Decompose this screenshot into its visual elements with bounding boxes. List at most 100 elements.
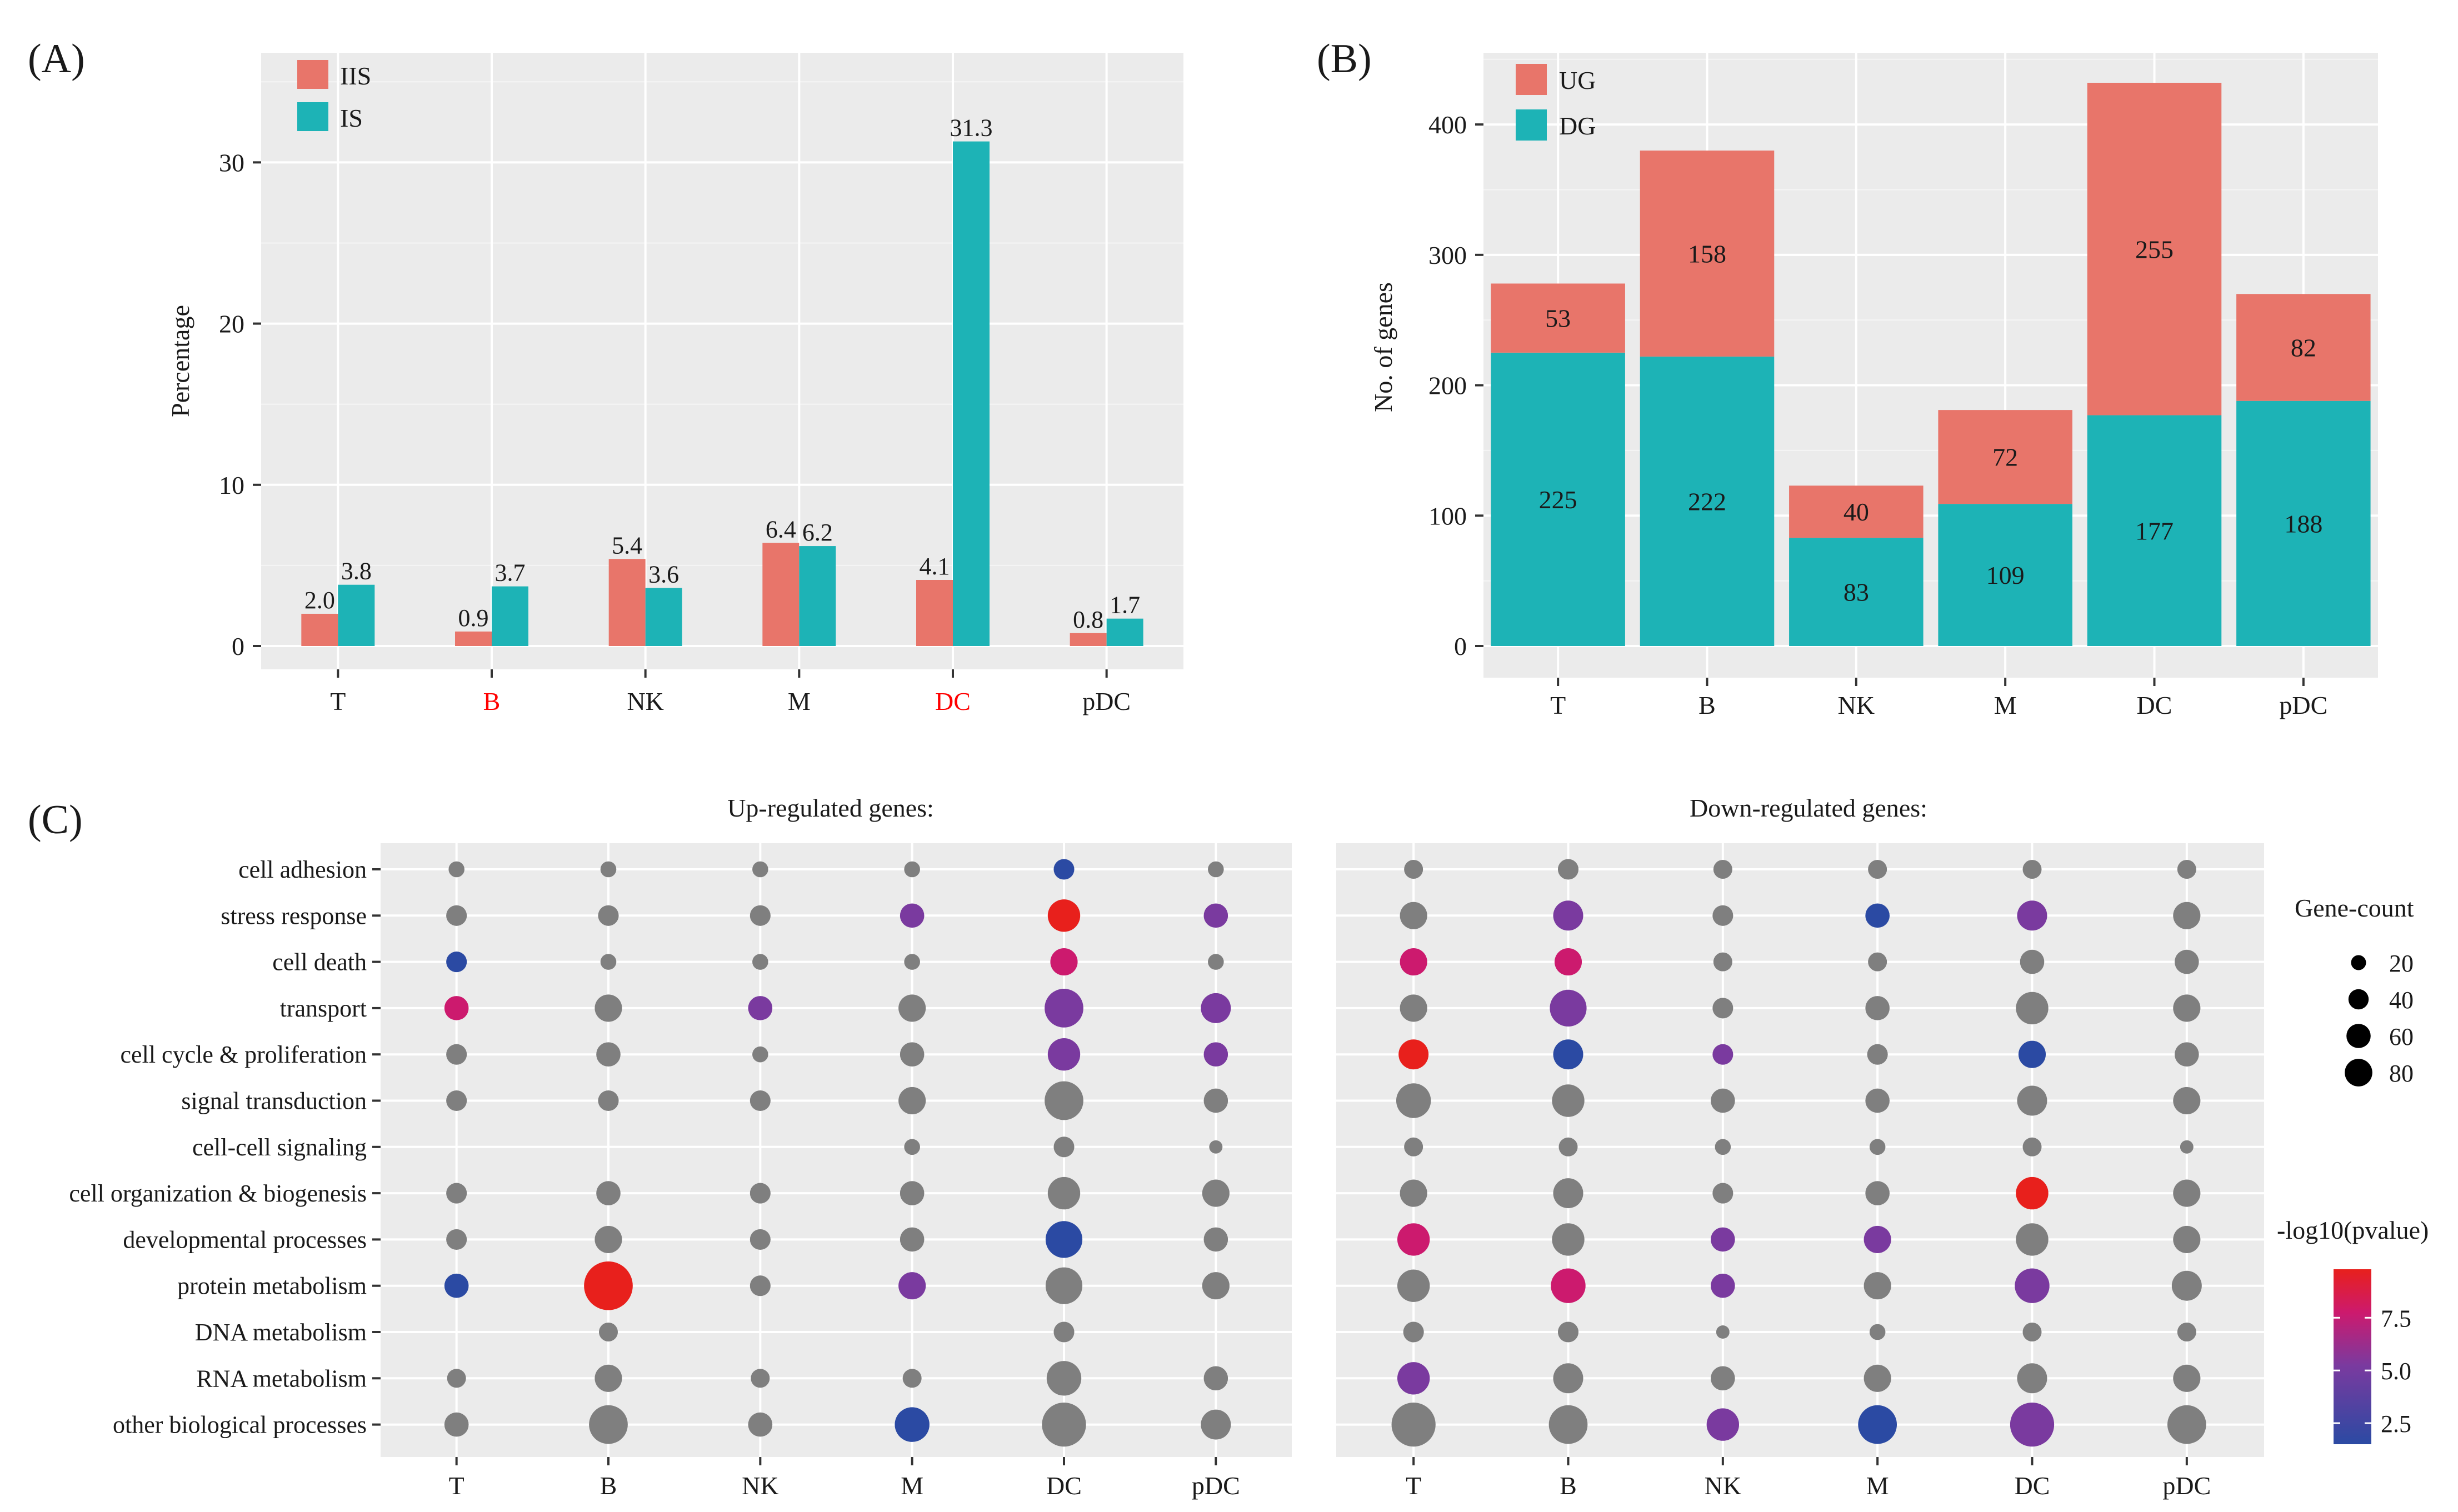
- bar-value-label: 83: [1844, 578, 1869, 607]
- x-tick-label-pdc: pDC: [2162, 1471, 2211, 1500]
- bar-is-nk: [645, 588, 682, 646]
- dot-up-stress-response-m: [900, 903, 925, 928]
- color-legend-bar: [2334, 1269, 2371, 1444]
- panel-b-y-axis-title: No. of genes: [1369, 282, 1397, 412]
- legend-label-iis: IIS: [340, 62, 371, 90]
- dot-down-cell-death-t: [1400, 948, 1427, 976]
- dot-down-cell-organization-biogenesis-t: [1400, 1179, 1427, 1207]
- dot-down-other-biological-processes-m: [1858, 1405, 1897, 1444]
- panel-b-gene-count-chart: (B) 225 53 222 158 83 40 109 72 177 255 188 82 0 100…: [1317, 36, 2378, 719]
- dot-down-developmental-processes-b: [1552, 1223, 1585, 1256]
- dot-down-cell-cell-signaling-dc: [2022, 1137, 2042, 1156]
- color-legend: -log10(pvalue) 2.5 5.0 7.5: [2277, 1216, 2429, 1444]
- dot-up-cell-adhesion-t: [448, 861, 464, 878]
- dot-down-cell-adhesion-b: [1557, 859, 1579, 880]
- dot-down-signal-transduction-nk: [1711, 1088, 1735, 1113]
- term-label-stress-response: stress response: [221, 902, 367, 929]
- bar-iis-b: [455, 631, 492, 646]
- dot-up-developmental-processes-b: [594, 1225, 622, 1253]
- bar-value-label: 3.7: [495, 559, 526, 587]
- x-tick-label-m: M: [901, 1471, 923, 1500]
- dot-down-signal-transduction-pdc: [2173, 1087, 2201, 1115]
- dot-down-cell-adhesion-dc: [2022, 859, 2042, 879]
- bar-iis-m: [762, 543, 800, 646]
- dot-down-cell-cycle-proliferation-t: [1398, 1039, 1429, 1070]
- dot-down-protein-metabolism-b: [1551, 1268, 1586, 1303]
- term-label-cell-cell-signaling: cell-cell signaling: [192, 1134, 367, 1161]
- dot-down-cell-organization-biogenesis-dc: [2016, 1176, 2049, 1210]
- bar-is-dc: [953, 141, 990, 646]
- term-label-cell-cycle-proliferation: cell cycle & proliferation: [121, 1041, 367, 1068]
- dot-down-stress-response-t: [1400, 902, 1427, 929]
- size-legend-items: 20 40 60 80: [2345, 950, 2414, 1087]
- dot-down-cell-organization-biogenesis-m: [1865, 1181, 1890, 1205]
- y-tick-label: 10: [219, 471, 244, 499]
- y-tick-label: 30: [219, 148, 244, 177]
- dot-up-rna-metabolism-b: [594, 1364, 622, 1392]
- x-tick-label-b: B: [600, 1471, 617, 1500]
- bar-ug-t: [1491, 283, 1625, 353]
- dot-down-cell-cycle-proliferation-pdc: [2175, 1042, 2199, 1067]
- dot-up-protein-metabolism-nk: [750, 1275, 771, 1296]
- bar-value-label: 40: [1844, 498, 1869, 526]
- term-label-transport: transport: [280, 995, 367, 1022]
- dot-down-cell-organization-biogenesis-b: [1553, 1178, 1583, 1209]
- dot-down-cell-adhesion-m: [1868, 859, 1887, 879]
- dot-up-transport-m: [898, 994, 926, 1022]
- size-legend-dot-80: [2345, 1059, 2372, 1087]
- dot-down-cell-organization-biogenesis-nk: [1712, 1183, 1733, 1204]
- dot-down-other-biological-processes-t: [1391, 1402, 1436, 1447]
- dot-up-cell-cell-signaling-pdc: [1209, 1140, 1223, 1154]
- dot-down-cell-death-b: [1554, 948, 1582, 976]
- y-tick-label: 0: [232, 632, 244, 660]
- dot-down-cell-cycle-proliferation-b: [1553, 1039, 1583, 1070]
- dot-up-cell-adhesion-dc: [1053, 859, 1075, 880]
- dot-up-protein-metabolism-dc: [1045, 1267, 1083, 1304]
- x-tick-label-nk: NK: [1838, 691, 1875, 719]
- dot-up-cell-cycle-proliferation-b: [596, 1042, 621, 1067]
- dot-down-dna-metabolism-nk: [1716, 1325, 1730, 1339]
- dot-down-cell-cell-signaling-m: [1869, 1139, 1886, 1155]
- x-tick-label-m: M: [788, 687, 811, 715]
- dot-up-dna-metabolism-b: [598, 1322, 618, 1342]
- dot-up-stress-response-b: [598, 905, 619, 926]
- dot-up-cell-organization-biogenesis-nk: [750, 1183, 771, 1204]
- dot-up-rna-metabolism-nk: [751, 1369, 770, 1388]
- dot-up-signal-transduction-nk: [750, 1090, 771, 1112]
- dot-up-signal-transduction-pdc: [1203, 1088, 1228, 1113]
- x-tick-label-t: T: [1406, 1471, 1421, 1500]
- bar-is-b: [492, 586, 528, 646]
- panel-a-label: (A): [28, 36, 85, 82]
- dot-up-stress-response-t: [446, 905, 467, 926]
- x-tick-label-nk: NK: [742, 1471, 778, 1500]
- bar-value-label: 158: [1688, 239, 1726, 268]
- dot-up-cell-death-t: [446, 952, 467, 973]
- x-tick-label-pdc: pDC: [1192, 1471, 1240, 1500]
- legend-label-ug: UG: [1559, 66, 1596, 94]
- dot-down-developmental-processes-nk: [1711, 1227, 1735, 1252]
- dot-down-cell-organization-biogenesis-pdc: [2173, 1179, 2201, 1207]
- dot-up-rna-metabolism-dc: [1046, 1361, 1082, 1396]
- dot-down-protein-metabolism-t: [1397, 1269, 1430, 1302]
- dot-down-other-biological-processes-nk: [1706, 1408, 1740, 1441]
- panel-c-dots: [444, 859, 2206, 1447]
- bar-value-label: 109: [1986, 561, 2025, 589]
- dot-up-cell-adhesion-m: [904, 861, 920, 878]
- dot-up-rna-metabolism-t: [447, 1369, 466, 1388]
- dot-up-signal-transduction-m: [898, 1087, 926, 1115]
- y-tick-label: 20: [219, 310, 244, 338]
- legend-swatch-ug: [1516, 64, 1547, 95]
- panel-a-bars: [301, 141, 1143, 646]
- dot-up-cell-death-pdc: [1208, 954, 1224, 970]
- dot-up-transport-pdc: [1201, 993, 1231, 1023]
- panel-b-y-ticks: 0 100 200 300 400: [1428, 111, 1483, 660]
- dot-down-transport-t: [1400, 994, 1427, 1022]
- dot-up-rna-metabolism-pdc: [1203, 1366, 1228, 1391]
- x-tick-label-pdc: pDC: [1082, 687, 1131, 715]
- dot-down-dna-metabolism-m: [1869, 1324, 1886, 1340]
- dot-down-stress-response-dc: [2017, 900, 2047, 931]
- bar-value-label: 31.3: [950, 114, 993, 142]
- dot-down-stress-response-nk: [1712, 905, 1733, 926]
- dot-up-other-biological-processes-b: [589, 1405, 628, 1444]
